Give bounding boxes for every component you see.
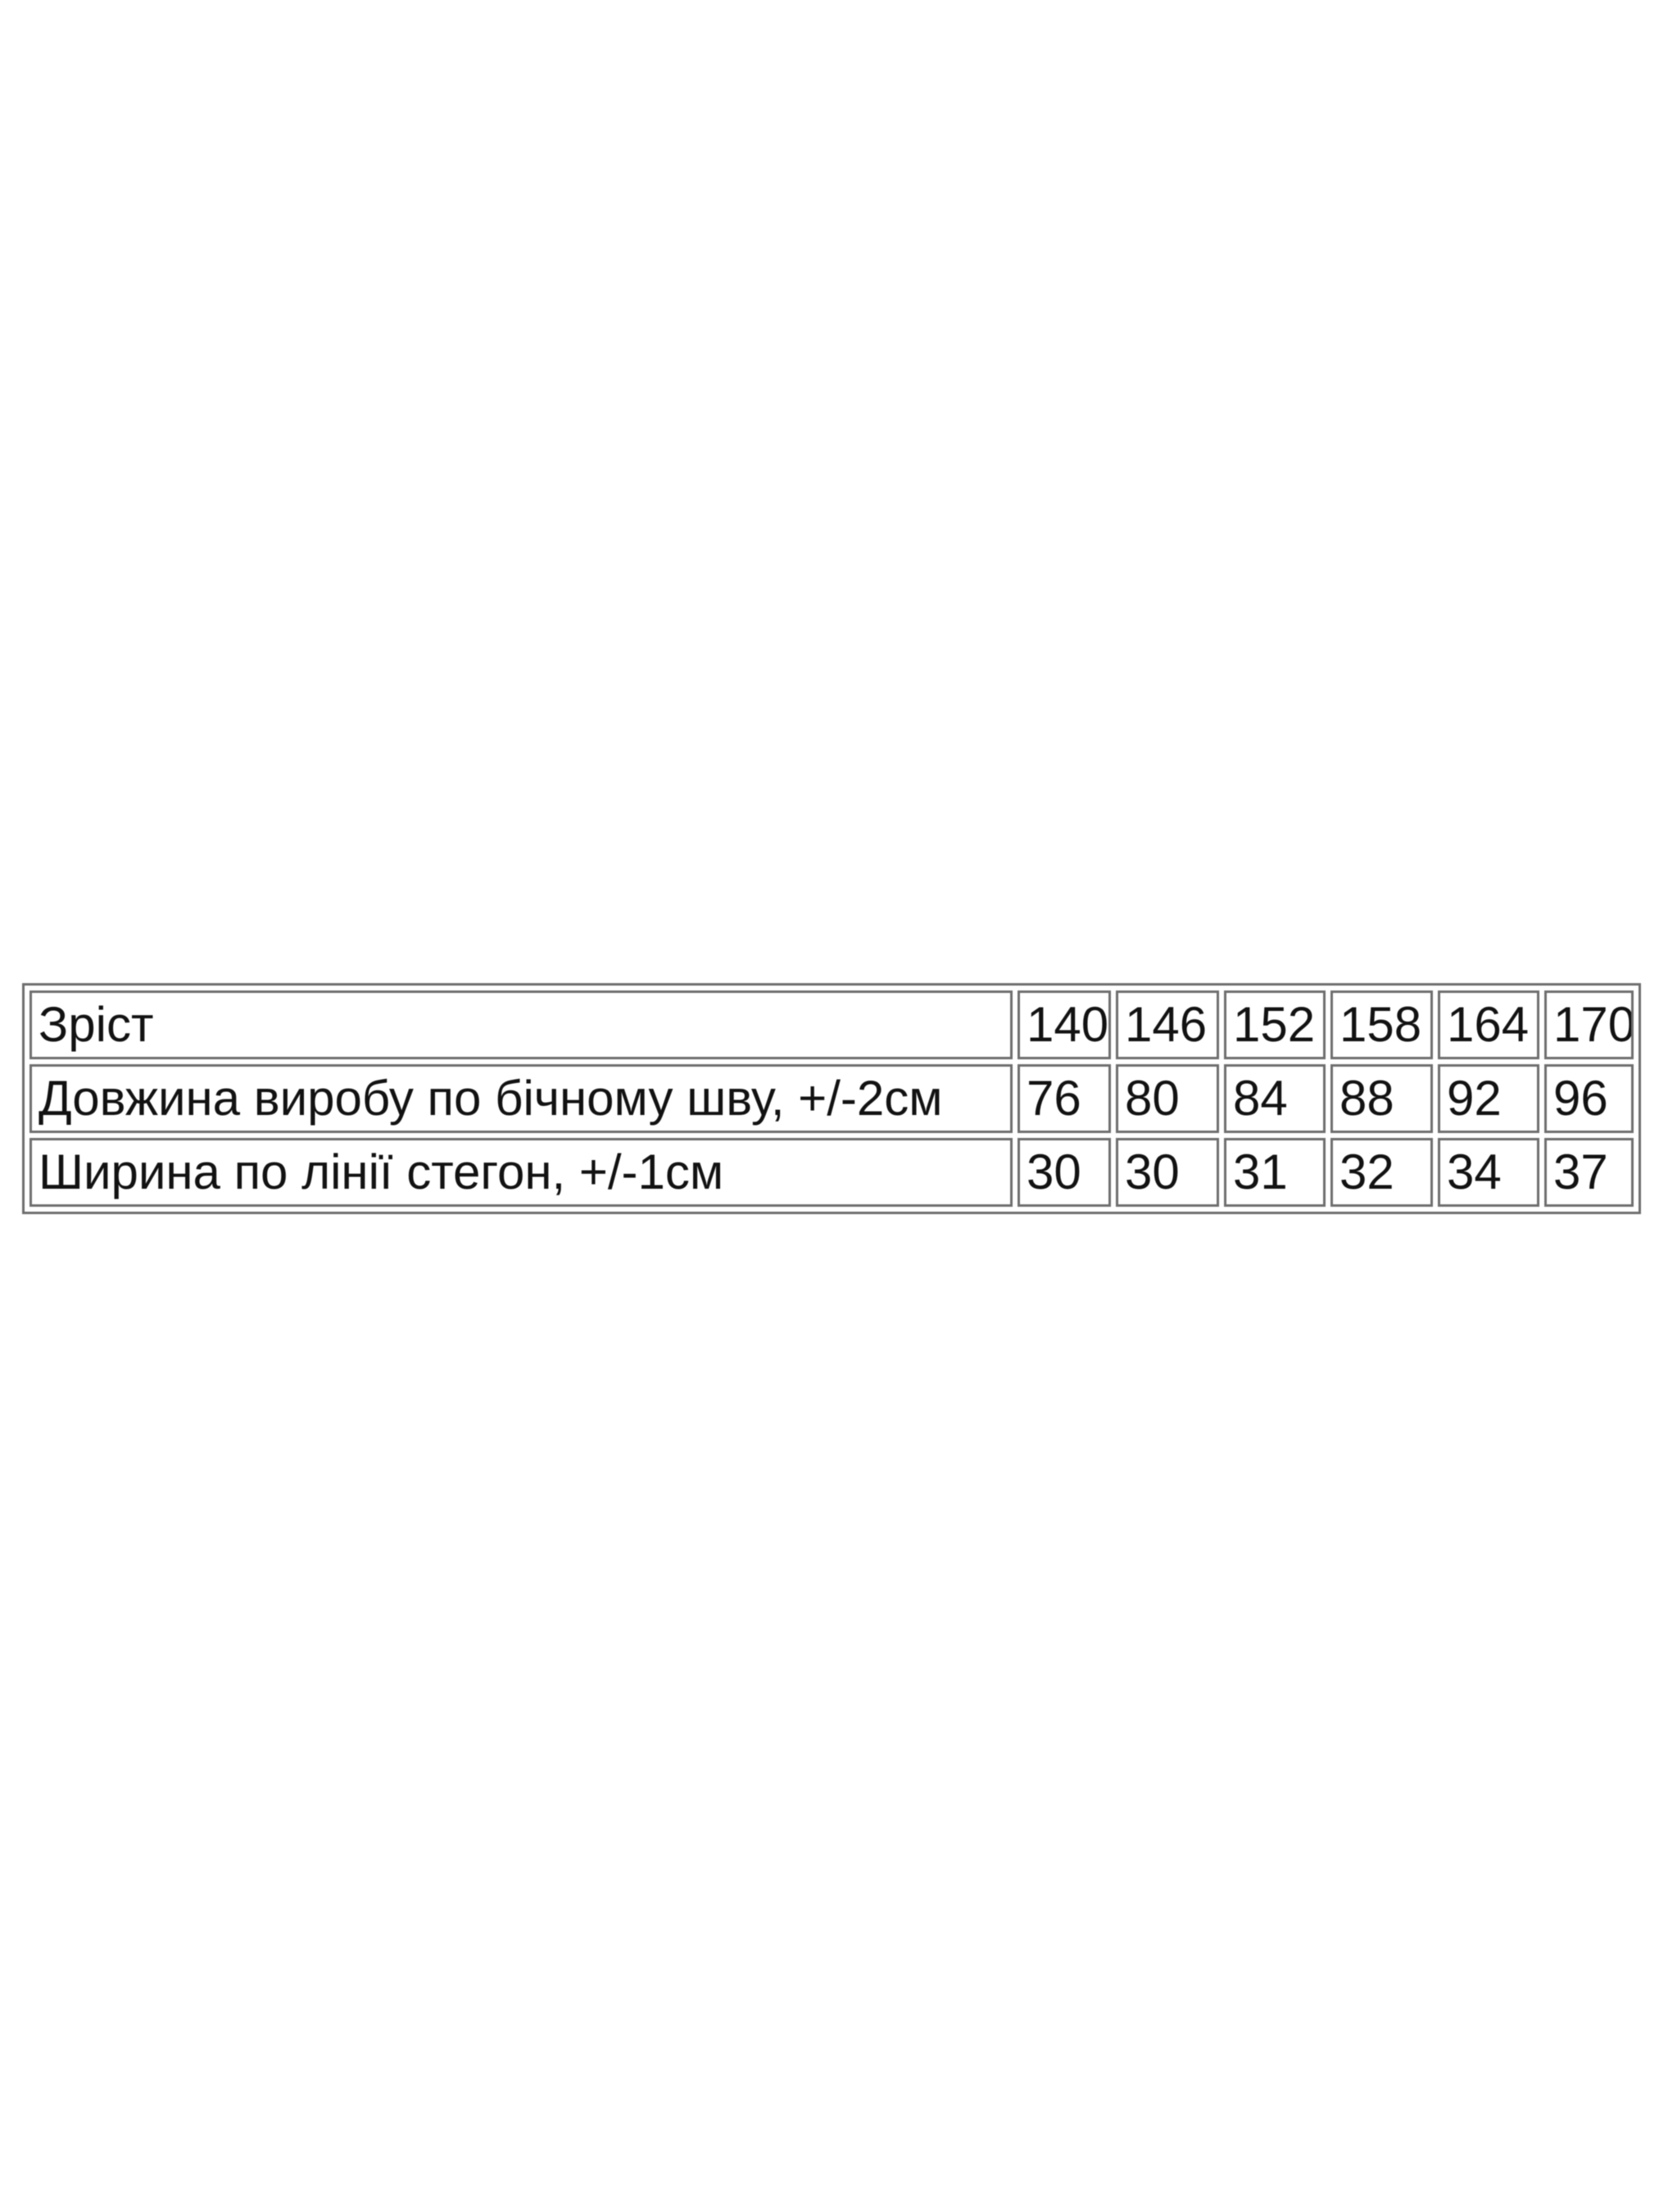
- value-cell: 80: [1116, 1064, 1219, 1133]
- value-cell: 30: [1018, 1138, 1111, 1207]
- value-cell: 32: [1330, 1138, 1433, 1207]
- value-cell: 37: [1544, 1138, 1634, 1207]
- value-cell: 92: [1438, 1064, 1539, 1133]
- value-cell: 34: [1438, 1138, 1539, 1207]
- column-header-cell: 146: [1116, 990, 1219, 1059]
- column-header-cell: 164: [1438, 990, 1539, 1059]
- value-cell: 88: [1330, 1064, 1433, 1133]
- column-header-cell: 152: [1224, 990, 1326, 1059]
- row-label-cell: Зріст: [29, 990, 1013, 1059]
- value-cell: 30: [1116, 1138, 1219, 1207]
- value-cell: 31: [1224, 1138, 1326, 1207]
- table-row-length: Довжина виробу по бічному шву, +/-2см 76…: [29, 1064, 1634, 1133]
- table-row-width: Ширина по лінії стегон, +/-1см 30 30 31 …: [29, 1138, 1634, 1207]
- row-label-cell: Ширина по лінії стегон, +/-1см: [29, 1138, 1013, 1207]
- column-header-cell: 158: [1330, 990, 1433, 1059]
- value-cell: 76: [1018, 1064, 1111, 1133]
- row-label-cell: Довжина виробу по бічному шву, +/-2см: [29, 1064, 1013, 1133]
- value-cell: 96: [1544, 1064, 1634, 1133]
- column-header-cell: 140: [1018, 990, 1111, 1059]
- table-row-height: Зріст 140 146 152 158 164 170: [29, 990, 1634, 1059]
- column-header-cell: 170: [1544, 990, 1634, 1059]
- value-cell: 84: [1224, 1064, 1326, 1133]
- size-chart-table: Зріст 140 146 152 158 164 170 Довжина ви…: [22, 983, 1641, 1214]
